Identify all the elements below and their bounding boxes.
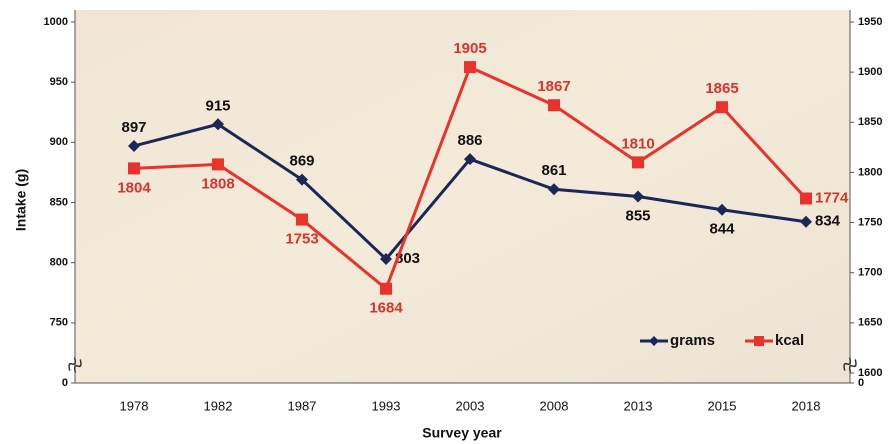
point-marker (380, 253, 392, 266)
data-label: 844 (709, 221, 735, 238)
y2-tick-label: 1700 (858, 267, 882, 279)
x-tick-label: 2015 (708, 398, 737, 413)
data-label: 855 (625, 207, 650, 224)
data-label: 915 (205, 97, 230, 114)
data-label: 1774 (815, 189, 849, 206)
data-label: 861 (541, 162, 566, 179)
y2-tick-label: 1850 (858, 116, 882, 128)
legend-marker (649, 336, 659, 346)
data-label: 1905 (453, 40, 486, 57)
point-marker (212, 158, 224, 171)
y2-tick-label: 1950 (858, 16, 882, 28)
y2-break-tick-label: 0 (858, 377, 864, 389)
point-marker (800, 192, 812, 205)
x-axis-title: Survey year (422, 425, 502, 441)
point-marker (380, 282, 392, 295)
legend-label: kcal (775, 332, 804, 349)
y-tick-label: 800 (50, 257, 68, 269)
data-label: 1753 (285, 231, 318, 248)
axis-break (843, 357, 857, 373)
point-marker (548, 183, 560, 196)
data-label: 886 (457, 132, 482, 149)
point-marker (464, 61, 476, 74)
data-label: 1804 (117, 179, 151, 196)
y2-tick-label: 1750 (858, 216, 882, 228)
y-tick-label: 950 (50, 76, 68, 88)
x-tick-label: 2003 (456, 398, 485, 413)
data-label: 1867 (537, 78, 570, 95)
x-tick-label: 2008 (540, 398, 569, 413)
y-tick-label: 1000 (44, 16, 68, 28)
data-label: 834 (815, 213, 841, 230)
axis-break (68, 357, 82, 373)
x-tick-label: 1993 (372, 398, 401, 413)
data-label: 1810 (621, 135, 654, 152)
y-tick-label: 850 (50, 196, 68, 208)
x-tick-label: 1987 (288, 398, 317, 413)
data-label: 1808 (201, 175, 234, 192)
x-tick-label: 2013 (624, 398, 653, 413)
data-label: 803 (395, 250, 420, 267)
y2-tick-label: 1900 (858, 66, 882, 78)
point-marker (128, 162, 140, 175)
y2-tick-label: 1600 (858, 367, 882, 379)
point-marker (212, 118, 224, 131)
y-axis-title: Intake (g) (13, 169, 29, 231)
point-marker (296, 173, 308, 186)
y-tick-label: 900 (50, 136, 68, 148)
x-tick-label: 1978 (120, 398, 149, 413)
point-marker (464, 153, 476, 166)
y-break-tick-label: 0 (62, 377, 68, 389)
point-marker (632, 190, 644, 203)
x-tick-label: 2018 (792, 398, 821, 413)
data-label: 1684 (369, 300, 403, 317)
y-tick-label: 750 (50, 317, 68, 329)
legend-label: grams (670, 332, 715, 349)
y2-tick-label: 1650 (858, 317, 882, 329)
point-marker (800, 215, 812, 228)
point-marker (632, 156, 644, 169)
data-label: 897 (121, 119, 146, 136)
x-tick-label: 1982 (204, 398, 233, 413)
point-marker (548, 99, 560, 112)
point-marker (128, 139, 140, 152)
data-label: 869 (289, 153, 314, 170)
point-marker (716, 101, 728, 114)
y2-tick-label: 1800 (858, 166, 882, 178)
data-label: 1865 (705, 80, 738, 97)
legend-marker (754, 336, 764, 346)
point-marker (296, 213, 308, 226)
plot-background (75, 10, 850, 383)
point-marker (716, 203, 728, 216)
